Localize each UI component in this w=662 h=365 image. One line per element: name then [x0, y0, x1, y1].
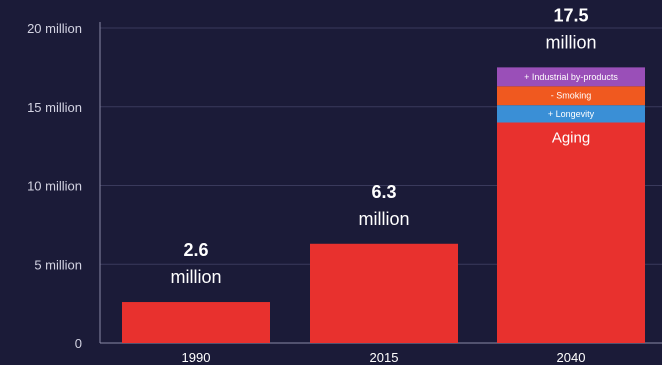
bar-segment-label: Aging	[552, 130, 590, 147]
bar-value-unit: million	[358, 209, 409, 229]
bar-2015	[310, 243, 458, 343]
bar-segment-label: + Industrial by-products	[524, 72, 618, 82]
y-tick-label: 20 million	[27, 21, 82, 36]
bar-segment-longevity	[497, 105, 645, 123]
bar-segment-label: + Longevity	[548, 109, 595, 119]
y-axis-ticks: 0 5 million 10 million 15 million 20 million	[27, 21, 82, 351]
bar-value-labels: 2.6 million 6.3 million Aging + Longevity - Sm…	[170, 5, 618, 287]
y-tick-label: 10 million	[27, 179, 82, 194]
x-axis-category-labels: 1990 2015 2040	[182, 350, 586, 365]
bar-1990	[122, 302, 270, 343]
bar-segment-aging	[497, 122, 645, 343]
x-category-label: 2015	[370, 350, 399, 365]
bars	[122, 67, 645, 343]
x-category-label: 2040	[557, 350, 586, 365]
bar-value-number: 17.5	[553, 5, 588, 25]
y-tick-label: 0	[75, 336, 82, 351]
bar-segment-label: - Smoking	[551, 91, 592, 101]
bar-value-number: 6.3	[371, 182, 396, 202]
y-tick-label: 15 million	[27, 100, 82, 115]
bar-segment-industrial-by-products	[497, 67, 645, 87]
y-tick-label: 5 million	[34, 257, 82, 272]
x-category-label: 1990	[182, 350, 211, 365]
bar-value-number: 2.6	[183, 240, 208, 260]
bar-segment-smoking	[497, 86, 645, 106]
bar-value-unit: million	[545, 32, 596, 52]
bar-value-unit: million	[170, 267, 221, 287]
